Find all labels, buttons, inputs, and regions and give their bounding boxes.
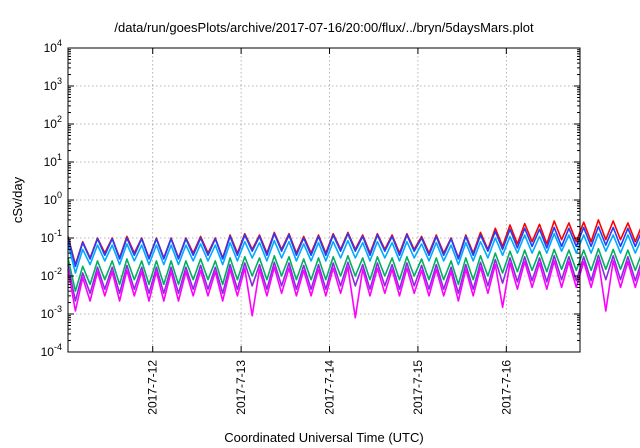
- x-tick-label: 2017-7-16: [499, 360, 513, 415]
- series-layer: [67, 219, 640, 319]
- series-line: [67, 225, 640, 268]
- series-line: [67, 254, 640, 302]
- y-axis-label: cSv/day: [10, 176, 25, 223]
- x-axis-label: Coordinated Universal Time (UTC): [224, 430, 423, 445]
- x-tick-label: 2017-7-15: [411, 360, 425, 415]
- y-tick-label: 10-4: [41, 342, 62, 359]
- y-tick-label: 101: [44, 152, 62, 169]
- y-axis: 10-4 10-3 10-2 10-1 100 101 102 103 104: [41, 38, 580, 359]
- y-tick-label: 10-3: [41, 304, 62, 321]
- series-line: [67, 232, 640, 274]
- x-tick-label: 2017-7-12: [146, 360, 160, 415]
- x-tick-label: 2017-7-13: [234, 360, 248, 415]
- series-line: [67, 248, 640, 292]
- y-tick-label: 100: [44, 190, 62, 207]
- series-line: [67, 259, 640, 319]
- x-tick-label: 2017-7-14: [323, 360, 337, 415]
- y-tick-label: 102: [44, 114, 62, 131]
- y-tick-label: 10-1: [41, 228, 62, 245]
- y-tick-label: 104: [44, 38, 62, 55]
- chart-title: /data/run/goesPlots/archive/2017-07-16/2…: [114, 20, 534, 35]
- x-axis: 2017-7-12 2017-7-13 2017-7-14 2017-7-15 2017…: [146, 48, 513, 415]
- y-tick-label: 10-2: [41, 266, 62, 283]
- y-tick-label: 103: [44, 76, 62, 93]
